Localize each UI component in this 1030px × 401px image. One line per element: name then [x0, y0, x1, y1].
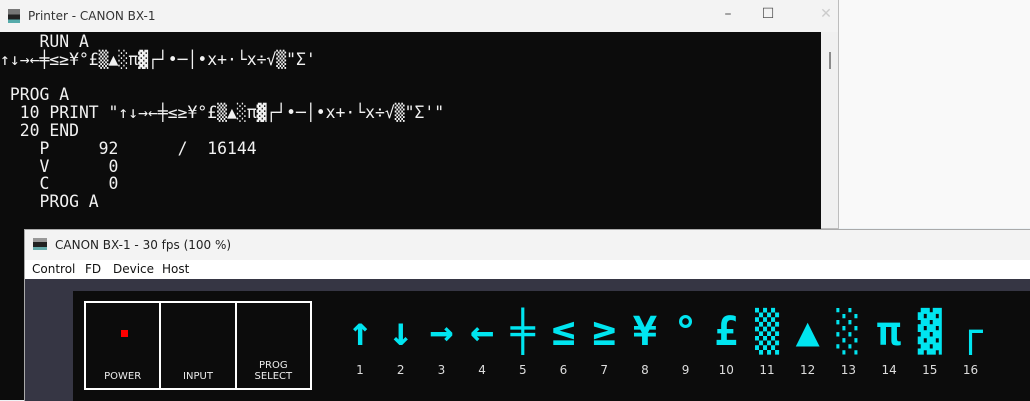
display-position: ╪ 5 [503, 309, 543, 377]
background-console [0, 228, 24, 400]
display-char: π [877, 309, 902, 355]
display-position: ← 4 [462, 309, 502, 377]
printer-icon [8, 9, 20, 23]
menu-fd[interactable]: FD [85, 262, 102, 276]
display-position: ▲ 12 [788, 309, 828, 377]
maximize-button[interactable]: ☐ [761, 6, 775, 22]
position-label: 1 [356, 363, 364, 377]
display-position: ▓ 15 [910, 309, 950, 377]
window-title: CANON BX-1 - 30 fps (100 %) [55, 238, 232, 252]
device-window: CANON BX-1 - 30 fps (100 %) Control FD D… [24, 229, 1030, 401]
display-char: ≤ [551, 309, 576, 355]
display-char: ▓ [917, 309, 942, 355]
display-char: ≥ [592, 309, 617, 355]
close-button[interactable]: ✕ [820, 6, 832, 22]
menu-device[interactable]: Device [113, 262, 155, 276]
console-line: P 92 / 16144 [0, 138, 257, 158]
display-position: ┌ 16 [951, 309, 991, 377]
button-group: POWER INPUT PROG SELECT [84, 301, 312, 390]
display-position: ≥7 [584, 309, 624, 377]
display-char: £ [714, 309, 739, 355]
device-panel: POWER INPUT PROG SELECT ↑ 1 ↓ 2 → 3 ← 4 ╪ 5 ≤6 ≥7 ¥8… [73, 291, 1030, 401]
console-line [0, 69, 821, 87]
display-position: π 14 [869, 309, 909, 377]
console-line: C 0 [0, 174, 119, 194]
console-line: ↑↓→←╪≤≥¥°£▒▲░π▓┌┘•─│•x+·└x÷√▒"Σ' [0, 49, 316, 69]
display-char: ° [673, 309, 698, 355]
display-char: ↓ [388, 309, 413, 355]
menu-bar: Control FD Device Host [25, 260, 1030, 279]
position-label: 2 [396, 363, 405, 377]
display-position: ░ 13 [828, 309, 868, 377]
display-position: ↓ 2 [381, 309, 421, 377]
position-label: 8 [641, 363, 649, 377]
display-position: £10 [706, 309, 746, 377]
console-line: V 0 [0, 156, 119, 176]
display-position: ° 9 [666, 309, 706, 377]
prog-select-button[interactable]: PROG SELECT [236, 303, 310, 388]
display-char: ╪ [510, 309, 535, 355]
display-position: → 3 [421, 309, 461, 377]
menu-control[interactable]: Control [32, 262, 76, 276]
window-title: Printer - CANON BX-1 [28, 9, 156, 23]
position-label: 5 [518, 363, 527, 377]
device-body: POWER INPUT PROG SELECT ↑ 1 ↓ 2 → 3 ← 4 ╪ 5 ≤6 ≥7 ¥8… [25, 279, 1030, 401]
position-label: 4 [478, 363, 486, 377]
position-label: 10 [718, 363, 734, 377]
console-line: 20 END [0, 120, 79, 140]
position-label: 12 [800, 363, 816, 377]
console-line: PROG A [0, 192, 99, 212]
vertical-scrollbar[interactable] [821, 32, 838, 228]
display-char: ┌ [958, 309, 983, 355]
position-label: 11 [759, 363, 775, 377]
printer-output: RUN A ↑↓→←╪≤≥¥°£▒▲░π▓┌┘•─│•x+·└x÷√▒"Σ' PR… [0, 32, 821, 229]
prog-select-label: PROG SELECT [254, 360, 293, 382]
position-label: 9 [681, 363, 690, 377]
power-button[interactable]: POWER [86, 303, 160, 388]
desktop-background [838, 0, 1030, 228]
display-char: ← [470, 309, 495, 355]
position-label: 13 [840, 363, 857, 377]
position-label: 16 [962, 363, 979, 377]
scrollbar-thumb[interactable] [829, 52, 831, 69]
display-char: ▒ [754, 309, 780, 355]
position-label: 14 [881, 363, 897, 377]
display-char: ↑ [347, 309, 373, 355]
display-position: ▒ 11 [747, 309, 787, 377]
input-label: INPUT [183, 371, 213, 382]
console-line: RUN A [0, 32, 89, 51]
display-position: ¥8 [625, 309, 665, 377]
display-position: ≤6 [544, 309, 584, 377]
display-char: → [429, 309, 454, 355]
printer-icon [33, 238, 47, 250]
display-position: ↑ 1 [340, 309, 380, 377]
position-label: 3 [437, 363, 446, 377]
printer-window: Printer - CANON BX-1 – ☐ ✕ RUN A ↑↓→←╪≤≥¥… [0, 0, 839, 229]
position-label: 7 [600, 363, 608, 377]
printer-title-bar: Printer - CANON BX-1 – ☐ ✕ [0, 0, 838, 32]
display-char: ¥ [632, 309, 657, 355]
power-label: POWER [104, 371, 142, 382]
power-led [121, 330, 128, 337]
display-char: ▲ [795, 309, 820, 355]
console-line: 10 PRINT "↑↓→←╪≤≥¥°£▒▲░π▓┌┘•─│•x+·└x÷√▒"… [0, 103, 445, 123]
position-label: 15 [922, 363, 938, 377]
menu-host[interactable]: Host [162, 262, 190, 276]
console-line: PROG A [0, 85, 70, 105]
display-char: ░ [836, 309, 861, 355]
minimize-button[interactable]: – [724, 6, 732, 22]
position-label: 6 [559, 363, 568, 377]
input-button[interactable]: INPUT [161, 303, 235, 388]
